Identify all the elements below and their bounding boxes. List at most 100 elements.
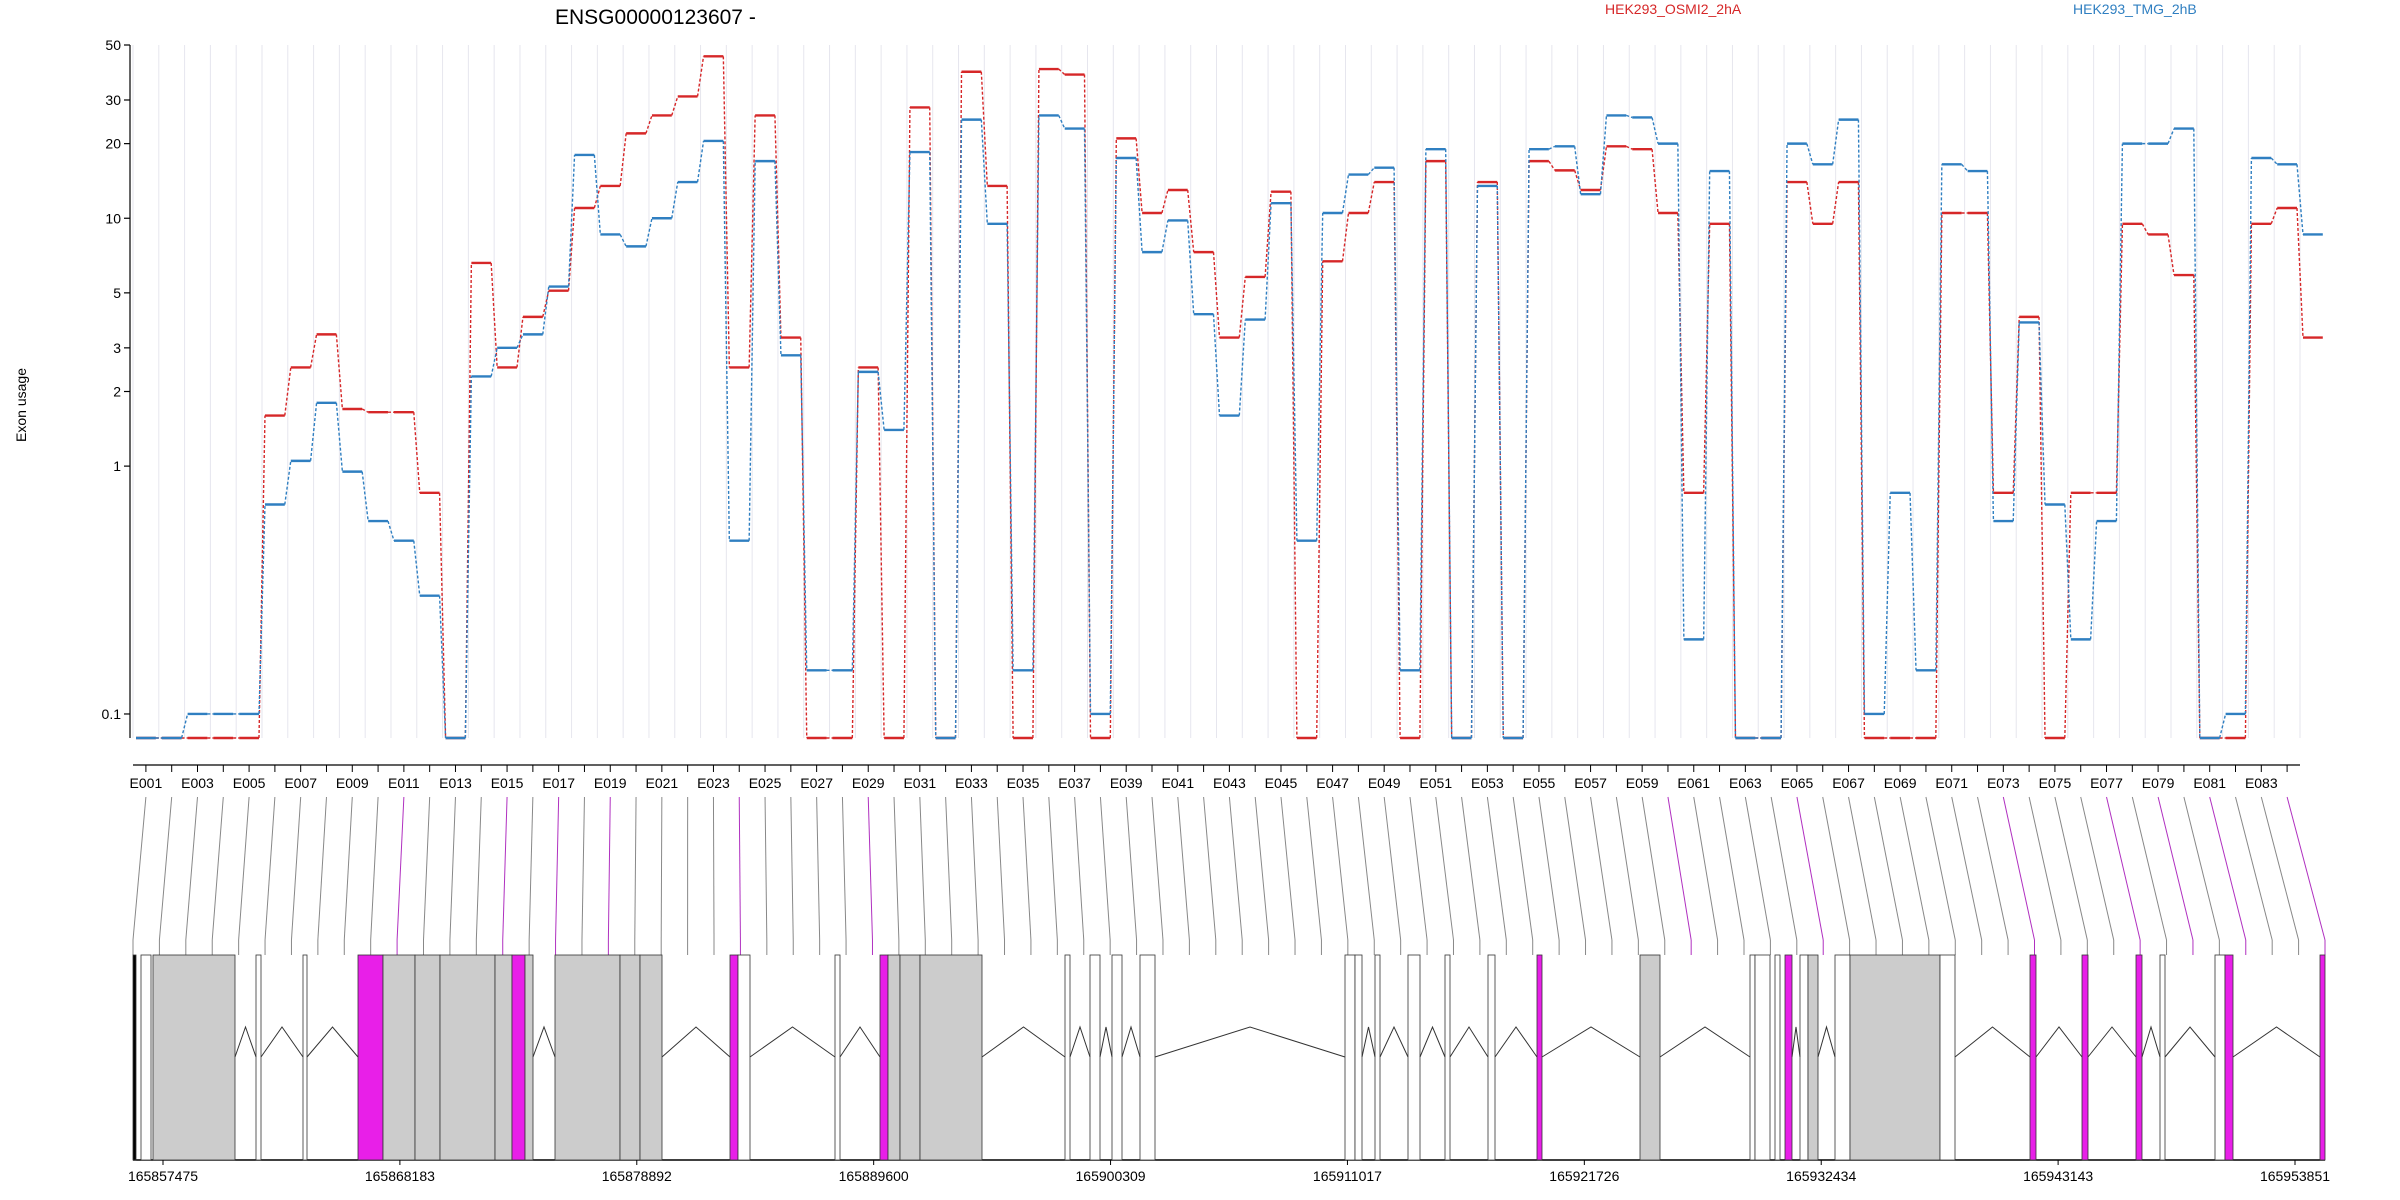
exon-box [1374,954,1381,1161]
exon-connector [238,796,250,941]
legend-label-osmi2: HEK293_OSMI2_2hA [1605,1,1742,17]
exon-box [1639,954,1661,1161]
series-connector [1625,145,1633,150]
exon-box [132,954,137,1161]
series-connector [361,408,369,413]
series-lines [136,55,2323,740]
series-connector [1006,223,1014,671]
exon-connector [264,796,276,941]
exon-connector [841,796,847,941]
intron-line [1541,1026,1641,1058]
series-connector [1444,149,1453,739]
exon-box [1064,954,1071,1161]
exon-connector [1925,796,1956,941]
y-tick-label: 20 [105,136,121,152]
exon-box [2159,954,2166,1161]
series-connector [2141,223,2149,235]
exon-connector [1848,796,1877,941]
genomic-tick-label: 165943143 [2023,1168,2093,1184]
exon-connector [1719,796,1745,941]
series-connector [284,367,292,416]
exon-box [494,954,513,1161]
exon-connector [1512,796,1534,941]
exon-connector [185,796,198,941]
series-connector [722,140,731,541]
exon-connector [1409,796,1428,941]
intron-line [749,1026,836,1058]
exon-connector [1951,796,1983,941]
exon-connector [1435,796,1454,941]
intron-line [1791,1026,1801,1058]
x-tick-label: E073 [1987,775,2020,791]
series-connector [1806,143,1814,165]
exon-box [1354,954,1363,1161]
exon-connector [1538,796,1560,941]
series-connector [2218,713,2227,739]
intron-line [1069,1025,1091,1058]
intron-line [839,1026,881,1058]
series-connector [2064,492,2072,739]
x-tick-label: E015 [491,775,524,791]
exon-connector [738,796,741,941]
y-tick-label: 3 [113,340,121,356]
series-connector [1419,161,1427,739]
exon-connector [607,796,611,941]
series-connector [438,595,447,739]
series-connector [542,290,550,318]
series-connector [1238,276,1246,338]
exon-box [414,954,441,1161]
exon-connector [1564,796,1587,941]
exon-box [524,954,534,1161]
series-connector [1032,115,1040,671]
intron-line [2232,1026,2321,1058]
series-connector [542,286,550,335]
intron-line [981,1026,1066,1058]
exon-connector [996,796,1006,941]
x-tick-label: E077 [2090,775,2123,791]
x-tick-label: E027 [800,775,833,791]
exon-connector [1693,796,1719,941]
series-connector [1135,138,1143,214]
exon-box [1749,954,1756,1161]
exon-box [1536,954,1543,1161]
series-connector [1728,171,1737,739]
series-connector [567,154,576,287]
series-connector [1909,492,1917,671]
exon-box [1799,954,1809,1161]
intron-line [2164,1026,2216,1058]
series-connector [619,234,627,247]
exon-box [2319,954,2326,1161]
exon-connector [790,796,794,941]
series-connector [722,56,731,368]
exon-box [1784,954,1793,1161]
exon-connector [1022,796,1032,941]
series-connector [1419,149,1427,671]
intron-line [1817,1025,1836,1058]
series-connector [1857,119,1866,714]
series-connector [1290,203,1298,541]
x-tick-label: E039 [1110,775,1143,791]
x-tick-label: E035 [1007,775,1040,791]
series-connector [1806,181,1814,224]
x-tick-label: E019 [594,775,627,791]
intron-line [1449,1026,1489,1058]
exon-box [887,954,901,1161]
series-connector [1496,185,1504,739]
series-connector [1264,203,1272,320]
exon-connector [1899,796,1930,941]
x-tick-label: E005 [233,775,266,791]
series-connector [774,115,782,338]
series-connector [2038,316,2046,739]
exon-box [834,954,841,1161]
x-tick-label: E007 [284,775,317,791]
intron-line [1494,1026,1538,1058]
exon-box [619,954,641,1161]
x-tick-label: E003 [181,775,214,791]
series-connector [1496,182,1504,739]
series-connector [516,334,524,349]
exon-connector [945,796,953,941]
exon-box [1807,954,1819,1161]
exon-box [879,954,889,1161]
series-connector [1135,157,1143,253]
exon-connector [1641,796,1666,941]
